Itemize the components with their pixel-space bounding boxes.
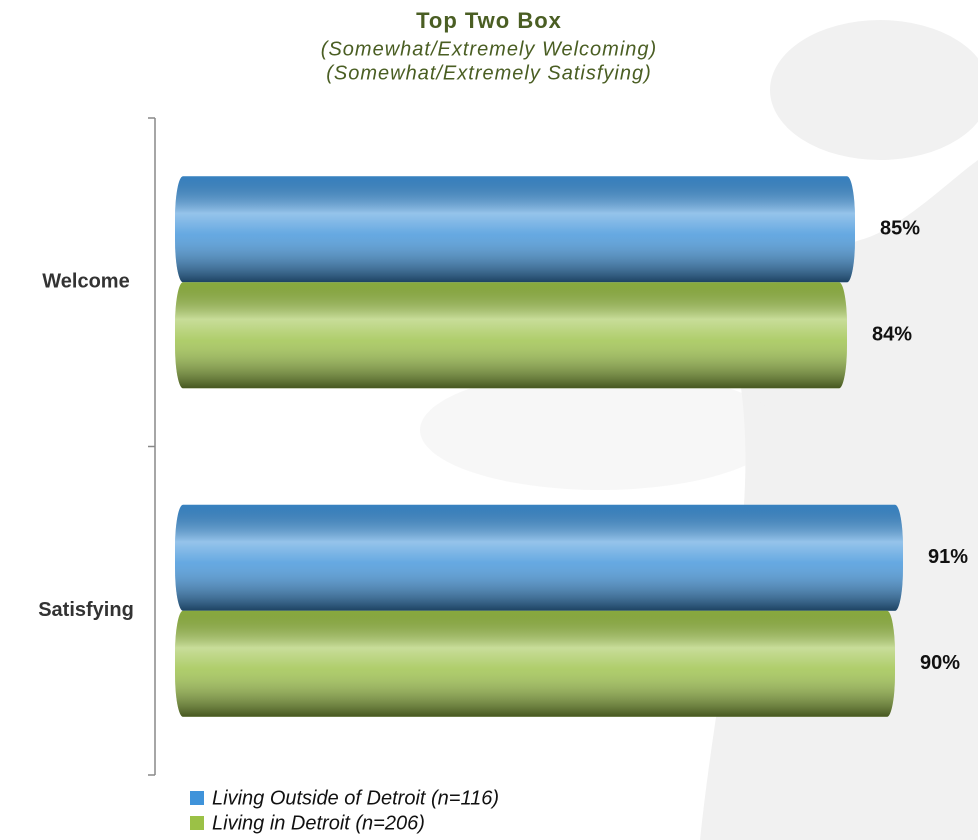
y-tick-label: Satisfying [38, 599, 134, 621]
legend-swatch [190, 816, 204, 830]
value-label: 90% [920, 652, 960, 674]
bar-shine [175, 504, 903, 611]
chart-subtitle: (Somewhat/Extremely Satisfying) [326, 62, 652, 84]
bar-shine [175, 610, 895, 717]
value-label: 85% [880, 218, 920, 240]
legend-swatch [190, 791, 204, 805]
bar-shine [175, 282, 847, 389]
y-tick-label: Welcome [42, 271, 129, 293]
background-tree [420, 20, 978, 840]
bar-shine [175, 176, 855, 283]
chart-title: Top Two Box [416, 8, 562, 33]
chart-subtitle: (Somewhat/Extremely Welcoming) [321, 38, 657, 60]
legend-label: Living in Detroit (n=206) [212, 812, 425, 834]
value-label: 84% [872, 324, 912, 346]
legend-label: Living Outside of Detroit (n=116) [212, 787, 499, 809]
value-label: 91% [928, 546, 968, 568]
